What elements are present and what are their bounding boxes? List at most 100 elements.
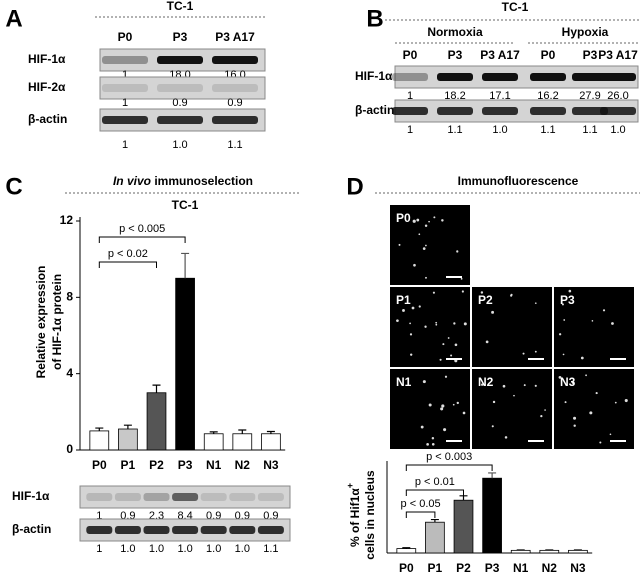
nucleus-dot [443,428,447,432]
nucleus-dot [422,380,426,384]
quantification: 16.2 [537,90,558,102]
lane-label: P0 [118,30,133,44]
image-label: P3 [560,293,575,307]
chart-title: TC-1 [172,198,199,212]
nucleus-dot [534,302,537,304]
x-tick-label: N1 [513,561,529,575]
nucleus-dot [614,401,617,404]
y-axis-label-line: % of Hif1α [348,488,362,547]
blot-band [200,493,227,501]
nucleus-dot [402,309,405,312]
nucleus-dot [398,243,401,246]
x-tick-label: N2 [235,458,251,472]
nucleus-dot [424,325,427,328]
quantification: 1 [122,139,128,151]
error-bar [430,518,439,523]
panel-header: In vivo immunoselection [113,174,253,188]
x-tick-label: N3 [263,458,279,472]
blot-band [102,56,148,64]
nucleus-dot [439,358,442,361]
nucleus-dot [453,322,456,325]
nucleus-dot [441,404,445,408]
error-bar [152,384,161,393]
error-bar [181,252,190,279]
lane-label: P3 [583,48,598,62]
error-bar [95,427,104,431]
nucleus-dot [562,353,565,356]
nucleus-dot [461,290,464,293]
quantification: 27.9 [579,90,600,102]
group-label: Hypoxia [562,25,609,39]
y-axis-label-sup: + [345,483,355,488]
nucleus-dot [591,320,594,322]
bar [539,549,560,554]
error-bar [123,424,132,430]
panel-header: Immunofluorescence [458,174,579,188]
header-text: immunoselection [154,174,253,188]
row-label: HIF-1α [355,69,393,83]
y-tick-label: 8 [66,290,73,304]
image-label: P1 [396,293,411,307]
y-axis-label: cells in nucleus [363,470,377,560]
bar [175,277,195,451]
nucleus-dot [425,244,427,247]
nucleus-dot [460,277,463,280]
nucleus-dot [411,306,415,310]
image-label: P2 [478,293,493,307]
nucleus-dot [435,321,438,324]
nucleus-dot [534,350,537,353]
panel-title: TC-1 [502,0,529,14]
nucleus-dot [611,322,614,325]
blot-band [212,56,258,64]
y-tick-label: 12 [60,213,74,227]
blot-band [143,526,170,534]
quantification: 1 [122,69,128,81]
nucleus-dot [558,333,562,336]
micrograph [390,369,470,449]
nucleus-dot [522,352,525,355]
nucleus-dot [585,374,587,377]
nucleus-dot [416,218,420,222]
bar [425,521,445,554]
nucleus-dot [480,383,484,386]
nucleus-dot [422,247,426,250]
nucleus-dot [491,425,494,428]
nucleus-dot [431,442,435,446]
nucleus-dot [433,216,436,219]
nucleus-dot [410,353,413,356]
y-axis-title: % of Hif1α+ cells in nucleus [345,470,377,560]
quantification: 1.0 [235,543,250,555]
image-label: N1 [396,375,412,389]
nucleus-dot [504,436,508,439]
quantification: 1 [407,90,413,102]
quantification: 26.0 [607,90,628,102]
nucleus-dot [424,224,428,227]
blot-band [114,526,141,534]
blot-band [200,526,227,534]
x-tick-label: N2 [542,561,558,575]
error-bar [459,495,468,501]
y-axis-label: Relative expression [34,266,48,379]
nucleus-dot [463,322,467,326]
blot-band [229,526,256,534]
quantification: 0.9 [227,97,242,109]
nucleus-dot [450,354,453,357]
blot-band [572,73,608,81]
x-tick-label: P3 [178,458,193,472]
bar [146,392,167,451]
nucleus-dot [492,400,496,404]
group-label: Normoxia [427,25,483,39]
p-value: p < 0.05 [401,498,441,510]
quantification: 1.1 [582,124,597,136]
quantification: 0.9 [172,97,187,109]
bar [568,549,588,554]
lane-label: P3 A17 [215,30,255,44]
micrograph [390,287,470,367]
nucleus-dot [563,319,566,321]
blot-band [530,73,566,81]
nucleus-dot [564,401,567,404]
blot-strip [99,76,266,100]
panel-letter: A [5,5,22,32]
nucleus-dot [540,415,543,418]
